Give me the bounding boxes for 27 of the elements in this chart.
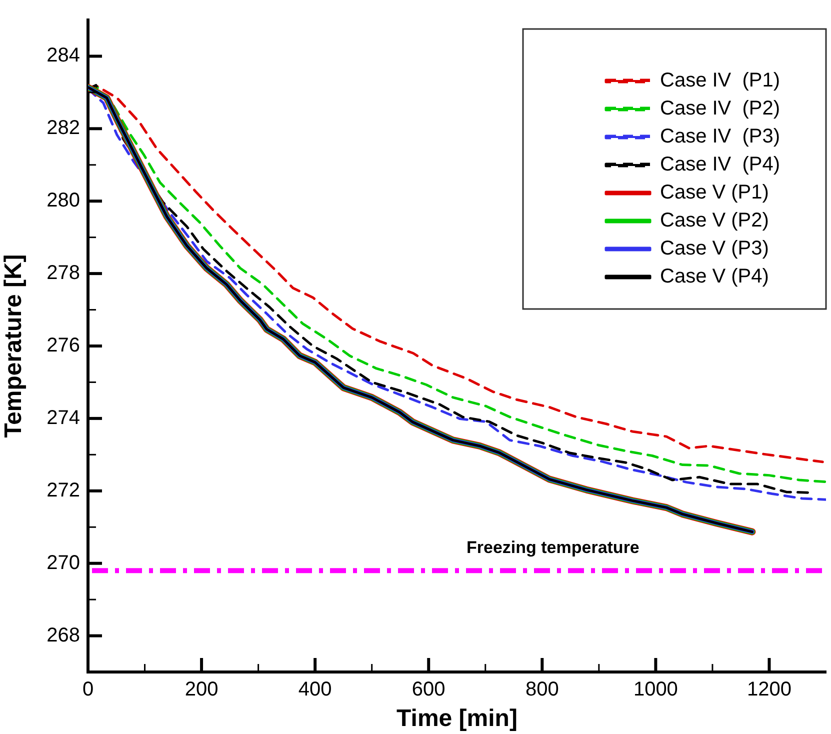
x-tick-label: 1000 — [633, 678, 678, 701]
y-tick-label: 284 — [46, 44, 80, 67]
y-tick-label: 272 — [46, 479, 80, 502]
legend-label: Case IV (P4) — [660, 154, 780, 176]
legend-label: Case IV (P1) — [660, 70, 780, 92]
y-tick-label: 274 — [46, 406, 80, 429]
y-tick-label: 276 — [46, 334, 80, 357]
x-axis-title: Time [min] — [396, 705, 518, 732]
y-tick-label: 282 — [46, 117, 80, 140]
legend-label: Case V (P4) — [660, 266, 769, 288]
x-tick-label: 200 — [184, 678, 218, 701]
x-tick-label: 1200 — [746, 678, 792, 701]
x-tick-label: 800 — [525, 678, 559, 701]
y-tick-label: 280 — [46, 190, 80, 212]
legend-label: Case V (P1) — [660, 182, 769, 204]
legend-label: Case IV (P2) — [660, 98, 780, 120]
x-tick-label: 400 — [298, 678, 332, 701]
y-tick-label: 278 — [46, 262, 80, 284]
legend-label: Case IV (P3) — [660, 126, 780, 148]
x-tick-label: 600 — [412, 678, 446, 701]
y-axis-title: Temperature [K] — [0, 254, 28, 438]
y-tick-label: 268 — [46, 624, 80, 646]
x-tick-label: 0 — [82, 678, 94, 701]
legend-label: Case V (P3) — [660, 238, 769, 260]
ref-line-label: Freezing temperature — [466, 538, 640, 557]
legend-label: Case V (P2) — [660, 210, 769, 232]
y-tick-label: 270 — [46, 552, 80, 574]
